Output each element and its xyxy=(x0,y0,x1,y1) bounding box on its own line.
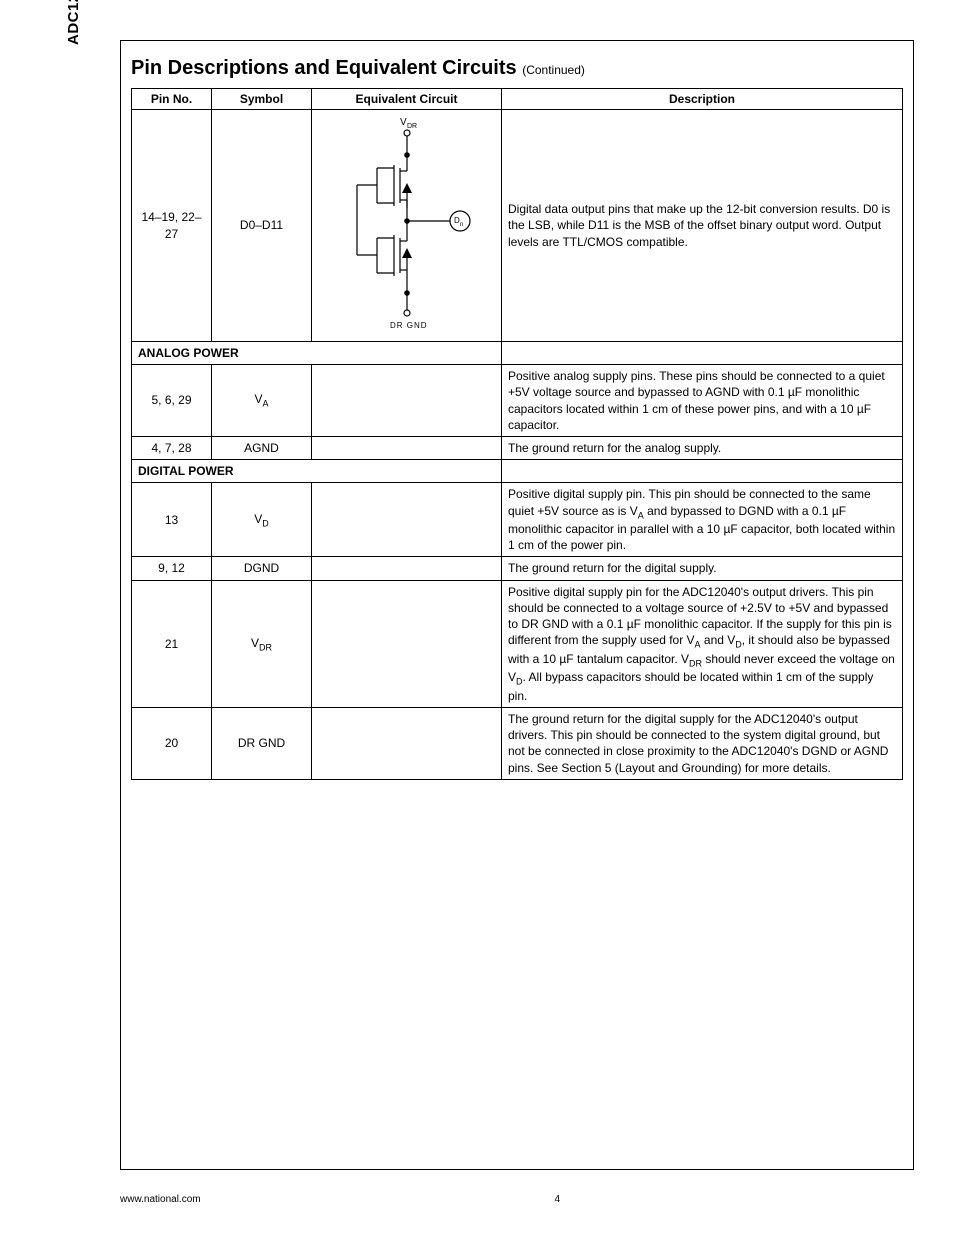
equivalent-circuit-diagram: V DR xyxy=(322,113,492,338)
cell-symbol: D0–D11 xyxy=(212,110,312,342)
content-frame: Pin Descriptions and Equivalent Circuits… xyxy=(120,40,914,1170)
th-symbol: Symbol xyxy=(212,89,312,110)
cell-description: Positive analog supply pins. These pins … xyxy=(502,365,903,437)
footer-page-number: 4 xyxy=(120,1194,914,1205)
datasheet-page: ADC12040 Pin Descriptions and Equivalent… xyxy=(0,0,954,1235)
cell-circuit xyxy=(312,483,502,557)
table-row: 5, 6, 29 VA Positive analog supply pins.… xyxy=(132,365,903,437)
cell-pin: 13 xyxy=(132,483,212,557)
cell-description: The ground return for the digital supply… xyxy=(502,557,903,580)
cell-description: Digital data output pins that make up th… xyxy=(502,110,903,342)
section-header-row: ANALOG POWER xyxy=(132,342,903,365)
th-description: Description xyxy=(502,89,903,110)
cell-description: Positive digital supply pin. This pin sh… xyxy=(502,483,903,557)
cell-pin: 21 xyxy=(132,580,212,707)
section-title: Pin Descriptions and Equivalent Circuits… xyxy=(131,57,903,80)
th-eq-circuit: Equivalent Circuit xyxy=(312,89,502,110)
cell-symbol: AGND xyxy=(212,436,312,459)
cell-circuit: V DR xyxy=(312,110,502,342)
cell-pin: 5, 6, 29 xyxy=(132,365,212,437)
cell-circuit xyxy=(312,557,502,580)
cell-symbol: DGND xyxy=(212,557,312,580)
cell-symbol: VD xyxy=(212,483,312,557)
section-title-text: Pin Descriptions and Equivalent Circuits xyxy=(131,57,517,79)
pin-table: Pin No. Symbol Equivalent Circuit Descri… xyxy=(131,88,903,780)
cell-circuit xyxy=(312,365,502,437)
cell-symbol: DR GND xyxy=(212,707,312,779)
table-row: 20 DR GND The ground return for the digi… xyxy=(132,707,903,779)
svg-text:V: V xyxy=(400,117,407,128)
section-header-analog-r xyxy=(502,342,903,365)
cell-pin: 9, 12 xyxy=(132,557,212,580)
cell-circuit xyxy=(312,436,502,459)
table-row: 21 VDR Positive digital supply pin for t… xyxy=(132,580,903,707)
cell-pin: 20 xyxy=(132,707,212,779)
section-continued: (Continued) xyxy=(522,63,585,77)
table-row: 13 VD Positive digital supply pin. This … xyxy=(132,483,903,557)
cell-circuit xyxy=(312,707,502,779)
cell-circuit xyxy=(312,580,502,707)
svg-text:DR GND: DR GND xyxy=(390,321,428,330)
cell-description: Positive digital supply pin for the ADC1… xyxy=(502,580,903,707)
cell-description: The ground return for the analog supply. xyxy=(502,436,903,459)
section-header-digital: DIGITAL POWER xyxy=(132,460,502,483)
table-header-row: Pin No. Symbol Equivalent Circuit Descri… xyxy=(132,89,903,110)
cell-pin: 14–19, 22–27 xyxy=(132,110,212,342)
svg-text:DR: DR xyxy=(407,123,417,130)
cell-symbol: VA xyxy=(212,365,312,437)
footer-url: www.national.com xyxy=(120,1194,201,1205)
svg-text:n: n xyxy=(460,222,463,228)
th-pin: Pin No. xyxy=(132,89,212,110)
section-header-row: DIGITAL POWER xyxy=(132,460,903,483)
cell-description: The ground return for the digital supply… xyxy=(502,707,903,779)
cell-symbol: VDR xyxy=(212,580,312,707)
section-header-analog: ANALOG POWER xyxy=(132,342,502,365)
cell-pin: 4, 7, 28 xyxy=(132,436,212,459)
section-header-digital-r xyxy=(502,460,903,483)
table-row: 14–19, 22–27 D0–D11 V DR xyxy=(132,110,903,342)
table-row: 9, 12 DGND The ground return for the dig… xyxy=(132,557,903,580)
table-row: 4, 7, 28 AGND The ground return for the … xyxy=(132,436,903,459)
part-number-vertical: ADC12040 xyxy=(65,0,82,45)
page-footer: www.national.com 4 xyxy=(120,1194,914,1205)
